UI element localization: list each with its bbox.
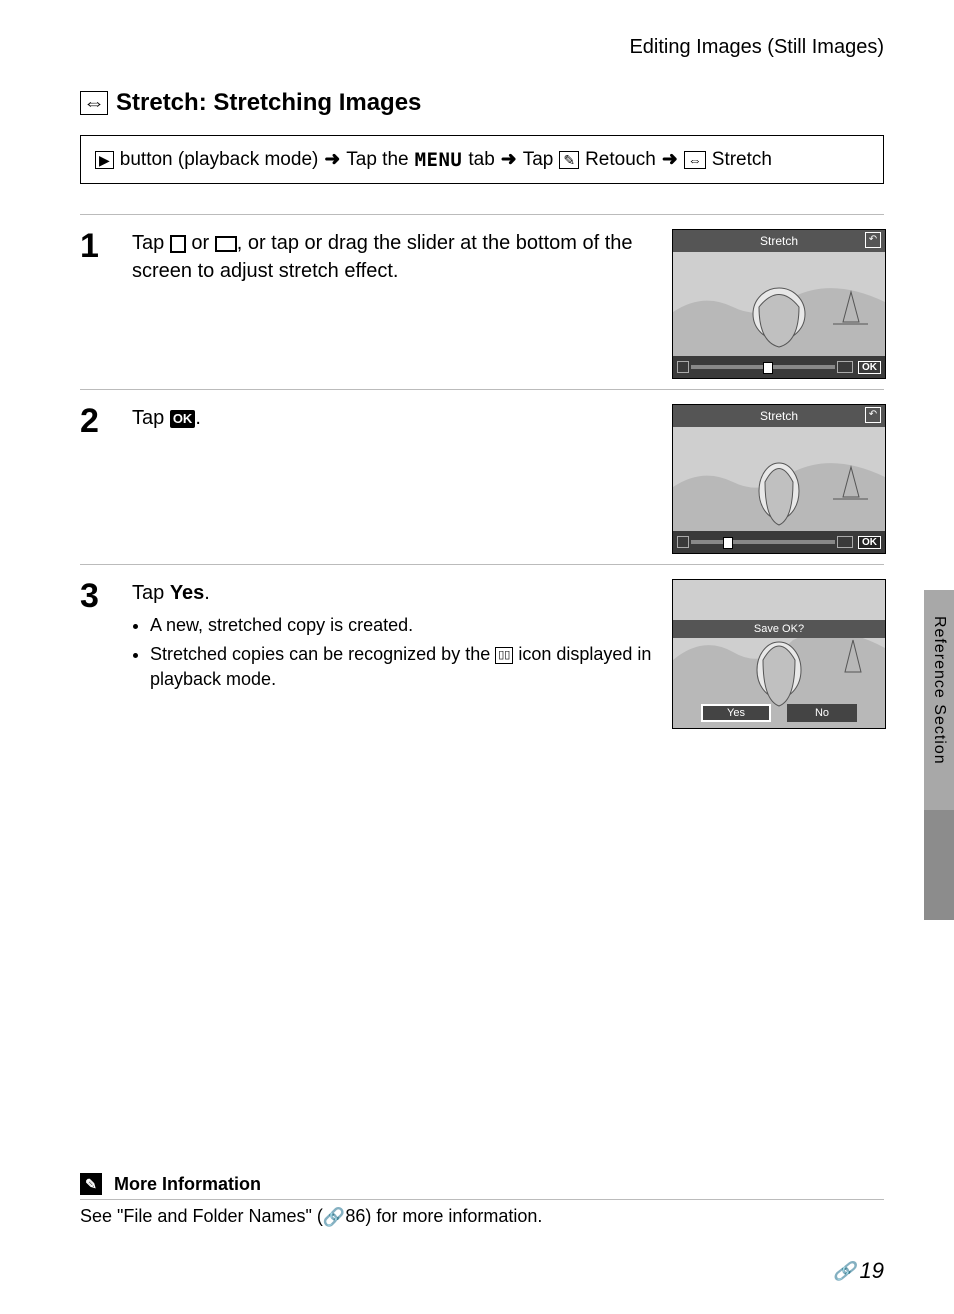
- step-text: Tap: [132, 582, 170, 604]
- retouch-icon: ✎: [559, 151, 579, 169]
- link-icon: 🔗: [833, 1261, 855, 1282]
- more-info-text: ) for more information.: [365, 1206, 542, 1226]
- bullet-item: Stretched copies can be recognized by th…: [150, 642, 654, 692]
- more-info-text: See "File and Folder Names" (: [80, 1206, 323, 1226]
- side-tab: Reference Section: [924, 590, 954, 920]
- battery-icon: [679, 234, 697, 244]
- slider-min-icon: [677, 361, 689, 373]
- step-body: Tap Yes. A new, stretched copy is create…: [132, 579, 654, 729]
- step-row: 3 Tap Yes. A new, stretched copy is crea…: [80, 564, 884, 729]
- slider-min-icon: [677, 536, 689, 548]
- page-number-value: 19: [860, 1258, 884, 1284]
- stretch-mini-icon: ⇔: [684, 151, 706, 169]
- more-info-title: More Information: [114, 1174, 261, 1195]
- step-text: .: [204, 582, 210, 604]
- step-text: Tap: [132, 407, 170, 429]
- battery-icon: [679, 409, 697, 419]
- page: Editing Images (Still Images) ⇔ Stretch:…: [0, 0, 954, 1314]
- slider-thumb[interactable]: [723, 537, 733, 549]
- playback-icon: ▶: [95, 151, 114, 169]
- stretched-copy-icon: ▯▯: [495, 647, 513, 664]
- no-button[interactable]: No: [787, 704, 857, 722]
- step-row: 2 Tap OK. Stretch ↶: [80, 389, 884, 554]
- arrow-icon: ➜: [501, 148, 517, 171]
- nav-text: Retouch: [585, 149, 656, 171]
- nav-text: Tap: [523, 149, 554, 171]
- ok-button[interactable]: OK: [858, 361, 881, 374]
- nav-text: Stretch: [712, 149, 772, 171]
- screen-illustration: Stretch ↶: [672, 229, 884, 379]
- page-number: 🔗19: [833, 1258, 884, 1284]
- arrow-icon: ➜: [324, 148, 340, 171]
- step-text: Tap: [132, 232, 170, 254]
- back-icon: ↶: [865, 407, 881, 423]
- navigation-path: ▶ button (playback mode) ➜ Tap the MENU …: [80, 135, 884, 184]
- stretch-slider[interactable]: OK: [673, 356, 885, 378]
- confirm-buttons: Yes No: [673, 704, 885, 722]
- more-info-header: ✎ More Information: [80, 1173, 884, 1200]
- page-header: Editing Images (Still Images): [80, 36, 884, 59]
- narrow-rect-icon: [170, 235, 186, 253]
- step-number: 3: [80, 579, 114, 729]
- more-info-section: ✎ More Information See "File and Folder …: [80, 1173, 884, 1228]
- slider-track[interactable]: [691, 365, 835, 369]
- screen-illustration: Stretch ↶: [672, 404, 884, 554]
- step-number: 1: [80, 229, 114, 379]
- screen-body: [673, 252, 885, 356]
- nav-text: Tap the: [346, 149, 408, 171]
- step-number: 2: [80, 404, 114, 554]
- step-bullets: A new, stretched copy is created. Stretc…: [132, 613, 654, 693]
- yes-button[interactable]: Yes: [701, 704, 771, 722]
- wide-rect-icon: [215, 236, 237, 252]
- section-title-text: Stretch: Stretching Images: [116, 89, 421, 117]
- side-tab-dark: [924, 810, 954, 920]
- screen-illustration: Save OK? Yes No: [672, 579, 884, 729]
- bullet-item: A new, stretched copy is created.: [150, 613, 654, 638]
- slider-max-icon: [837, 361, 853, 373]
- more-info-ref: 86: [345, 1206, 365, 1226]
- section-title: ⇔ Stretch: Stretching Images: [80, 89, 884, 117]
- screen-titlebar: Stretch ↶: [673, 230, 885, 252]
- screen-title: Stretch: [760, 409, 798, 423]
- step-text: or: [186, 232, 215, 254]
- step-row: 1 Tap or , or tap or drag the slider at …: [80, 214, 884, 379]
- menu-tab-label: MENU: [415, 149, 463, 171]
- slider-thumb[interactable]: [763, 362, 773, 374]
- back-icon: ↶: [865, 232, 881, 248]
- link-icon: 🔗: [323, 1207, 345, 1227]
- ok-button[interactable]: OK: [858, 536, 881, 549]
- screen-title: Stretch: [760, 234, 798, 248]
- save-prompt: Save OK?: [673, 620, 885, 638]
- side-tab-label: Reference Section: [930, 616, 948, 765]
- step-body: Tap or , or tap or drag the slider at th…: [132, 229, 654, 379]
- arrow-icon: ➜: [662, 148, 678, 171]
- slider-track[interactable]: [691, 540, 835, 544]
- screen-titlebar: Stretch ↶: [673, 405, 885, 427]
- step-body: Tap OK.: [132, 404, 654, 554]
- ok-icon: OK: [170, 410, 196, 428]
- slider-max-icon: [837, 536, 853, 548]
- yes-label: Yes: [170, 582, 204, 604]
- nav-text: tab: [468, 149, 494, 171]
- step-text: .: [195, 407, 201, 429]
- stretch-icon: ⇔: [80, 91, 108, 115]
- more-info-body: See "File and Folder Names" (🔗86) for mo…: [80, 1206, 884, 1228]
- nav-text: button (playback mode): [120, 149, 319, 171]
- stretch-slider[interactable]: OK: [673, 531, 885, 553]
- pencil-icon: ✎: [80, 1173, 102, 1195]
- screen-body: [673, 427, 885, 531]
